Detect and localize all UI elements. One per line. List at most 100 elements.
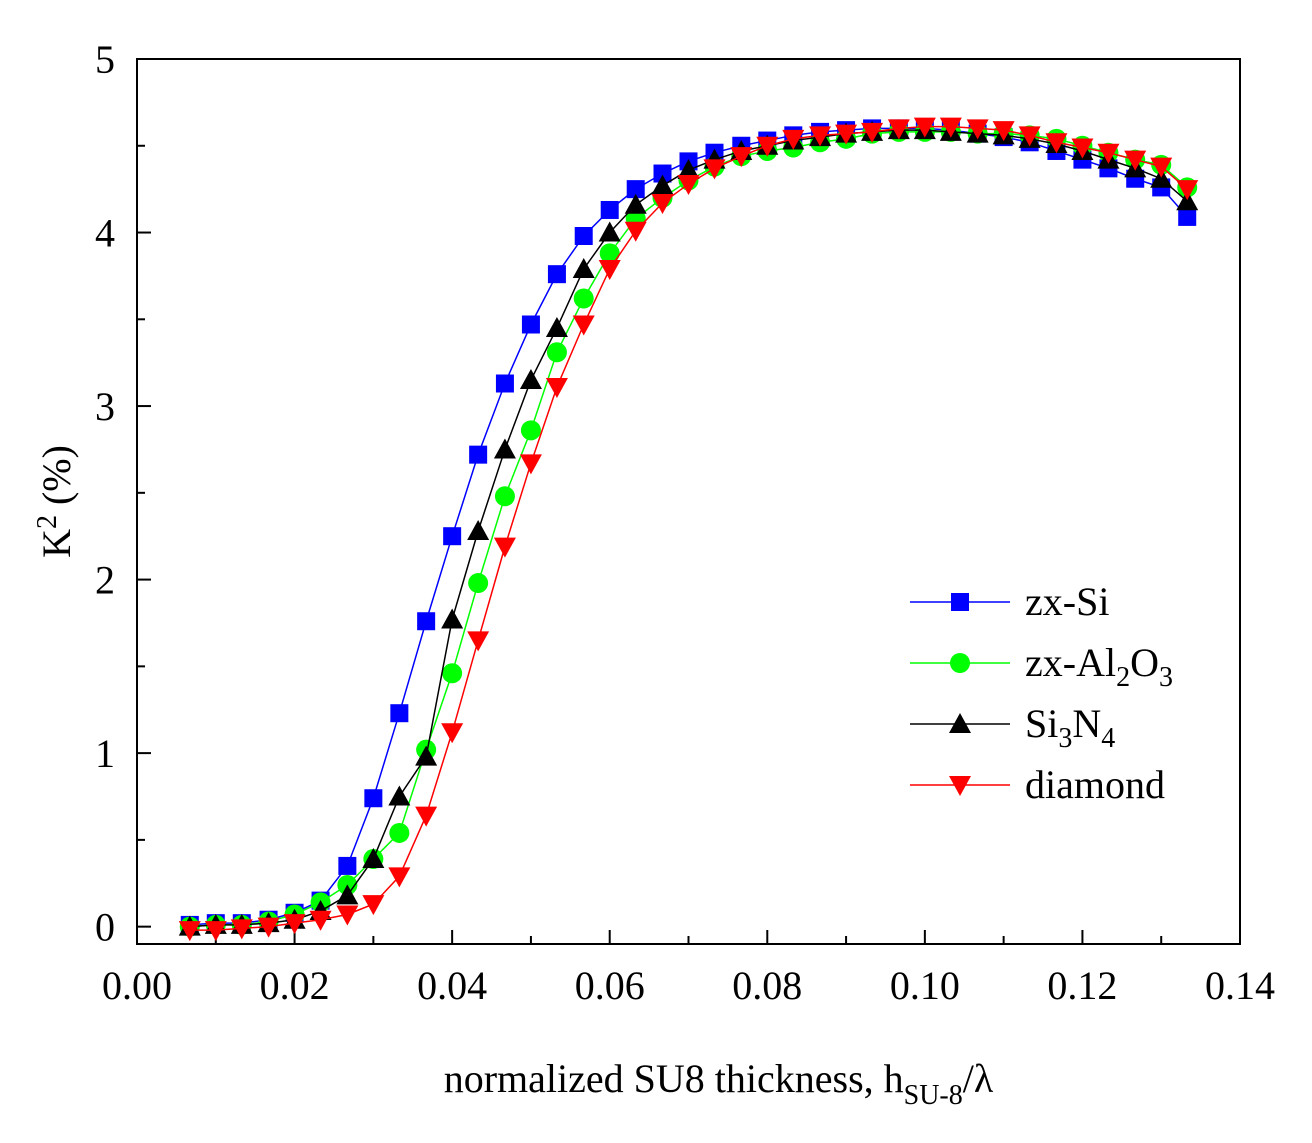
- data-point-si3n4: [388, 785, 411, 806]
- x-tick-label: 0.04: [417, 963, 487, 1008]
- data-point-si3n4: [362, 847, 385, 868]
- data-point-zx-al2o3: [520, 420, 541, 441]
- data-point-si3n4: [441, 608, 464, 629]
- tick-labels: 0.00 0.02 0.04 0.06 0.08 0.10 0.12 0.14 0 1 2 3 4 5: [95, 37, 1275, 1008]
- y-tick-label: 3: [95, 384, 115, 429]
- series-line-diamond: [189, 125, 1188, 931]
- data-point-zx-si: [574, 227, 593, 245]
- data-point-zx-si: [626, 180, 645, 199]
- axis-ticks: [136, 58, 1241, 944]
- data-point-zx-si: [1178, 207, 1197, 226]
- data-point-diamond: [1176, 180, 1199, 201]
- data-point-diamond: [1124, 150, 1147, 171]
- data-point-diamond: [835, 124, 858, 145]
- legend-item-zx-al2o3: zx-Al2O3: [910, 640, 1173, 693]
- data-point-diamond: [519, 454, 542, 475]
- data-point-si3n4: [1176, 190, 1199, 211]
- data-point-diamond: [677, 174, 700, 195]
- data-point-zx-si: [521, 315, 540, 334]
- data-point-diamond: [415, 806, 438, 827]
- data-point-diamond: [756, 136, 779, 157]
- y-axis-title-tail: (%): [34, 445, 79, 515]
- data-point-zx-al2o3: [442, 663, 463, 684]
- data-point-diamond: [336, 905, 359, 926]
- series-zx-si: [180, 119, 1197, 934]
- legend-item-zx-si: zx-Si: [910, 579, 1109, 624]
- data-point-zx-al2o3: [468, 573, 489, 594]
- series-zx-al2o3: [179, 121, 1198, 937]
- data-point-zx-si: [443, 527, 462, 546]
- x-tick-label: 0.10: [890, 963, 960, 1008]
- data-point-zx-si: [547, 265, 566, 284]
- data-point-diamond: [572, 315, 595, 336]
- data-point-zx-al2o3: [599, 243, 620, 264]
- data-point-diamond: [1071, 138, 1094, 159]
- data-point-zx-si: [600, 200, 619, 219]
- data-point-diamond: [966, 119, 989, 140]
- data-point-si3n4: [519, 369, 542, 390]
- x-axis-title-tail: /λ: [963, 1056, 994, 1101]
- data-point-diamond: [388, 867, 411, 888]
- data-point-diamond: [1097, 143, 1120, 164]
- legend-label-si3n4: Si3N4: [1025, 701, 1115, 754]
- data-point-diamond: [309, 910, 332, 931]
- data-point-zx-si: [338, 856, 357, 875]
- legend-label-zx-si: zx-Si: [1025, 579, 1109, 624]
- data-point-si3n4: [677, 159, 700, 180]
- x-tick-label: 0.00: [102, 963, 172, 1008]
- data-point-si3n4: [545, 316, 568, 337]
- legend-marker-zx-si: [951, 593, 969, 611]
- data-point-si3n4: [336, 884, 359, 905]
- data-point-diamond: [545, 377, 568, 398]
- data-point-diamond: [441, 723, 464, 744]
- legend-marker-zx-al2o3: [950, 653, 970, 673]
- x-tick-label: 0.14: [1205, 963, 1275, 1008]
- legend-label-diamond: diamond: [1025, 762, 1165, 807]
- y-axis-title-main: K: [34, 529, 79, 558]
- data-point-diamond: [257, 917, 280, 938]
- data-point-diamond: [1150, 157, 1173, 178]
- x-tick-label: 0.06: [575, 963, 645, 1008]
- data-point-si3n4: [493, 438, 516, 459]
- y-axis-title: K2 (%): [32, 445, 79, 558]
- x-tick-label: 0.12: [1047, 963, 1117, 1008]
- data-point-si3n4: [651, 174, 674, 195]
- plot-area: [178, 117, 1199, 942]
- data-point-si3n4: [467, 520, 490, 540]
- series-diamond: [178, 117, 1199, 942]
- data-point-si3n4: [1150, 167, 1173, 188]
- x-axis-title-subscript: SU-8: [904, 1080, 963, 1111]
- data-point-zx-al2o3: [546, 342, 567, 363]
- y-tick-label: 0: [95, 905, 115, 950]
- y-tick-label: 5: [95, 37, 115, 82]
- data-point-diamond: [1018, 126, 1041, 147]
- data-point-zx-si: [364, 789, 383, 808]
- data-point-zx-si: [417, 612, 436, 631]
- data-point-diamond: [362, 895, 385, 916]
- data-point-diamond: [782, 129, 805, 150]
- x-axis-title-main: normalized SU8 thickness, h: [444, 1056, 904, 1101]
- data-point-zx-al2o3: [389, 822, 410, 843]
- y-axis-title-superscript: 2: [32, 515, 63, 529]
- data-point-diamond: [493, 537, 516, 558]
- y-tick-label: 4: [95, 211, 115, 256]
- data-point-diamond: [992, 121, 1015, 142]
- plot-frame: [136, 58, 1241, 945]
- x-tick-label: 0.08: [732, 963, 802, 1008]
- data-point-si3n4: [572, 257, 595, 278]
- data-point-zx-si: [653, 164, 672, 183]
- data-point-zx-si: [495, 374, 514, 393]
- data-point-diamond: [230, 919, 253, 940]
- data-point-zx-al2o3: [494, 486, 515, 507]
- data-point-diamond: [913, 117, 936, 138]
- data-point-diamond: [703, 159, 726, 180]
- y-tick-label: 1: [95, 731, 115, 776]
- data-point-diamond: [651, 194, 674, 215]
- legend-label-zx-al2o3: zx-Al2O3: [1025, 640, 1173, 693]
- data-point-diamond: [809, 126, 832, 147]
- data-point-si3n4: [624, 193, 647, 214]
- data-point-diamond: [283, 914, 306, 935]
- legend-marker-si3n4: [949, 713, 971, 733]
- data-point-diamond: [1045, 133, 1068, 154]
- series-line-si3n4: [189, 129, 1188, 928]
